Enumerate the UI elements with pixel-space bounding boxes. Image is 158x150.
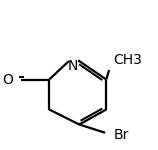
Text: Br: Br xyxy=(114,128,129,142)
Text: O: O xyxy=(2,72,13,87)
Text: N: N xyxy=(68,58,78,72)
Text: CH3: CH3 xyxy=(114,53,143,67)
